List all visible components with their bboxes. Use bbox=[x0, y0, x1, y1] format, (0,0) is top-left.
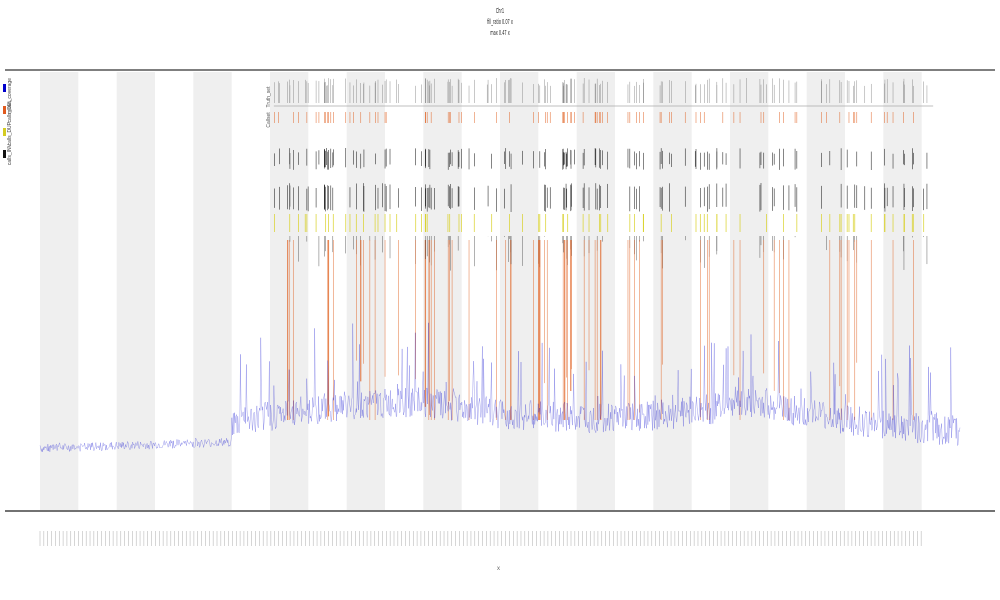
legend-swatch-coverage bbox=[3, 84, 6, 92]
legend-item-inv: calls_INV bbox=[3, 144, 15, 166]
background-band bbox=[116, 72, 155, 510]
legend-item-del: calls_DEL bbox=[3, 100, 15, 123]
background-band bbox=[730, 72, 769, 510]
background-band bbox=[653, 72, 692, 510]
chart-title-block: Chr1 fill_ratio 0.07 x max 0.47 x bbox=[0, 6, 1000, 39]
legend-swatch-inv bbox=[3, 150, 6, 158]
track-label: Truth_set bbox=[266, 86, 272, 108]
legend: mean_coverage calls_DEL calls_DUP calls_… bbox=[3, 78, 15, 166]
chart-title-line-2: fill_ratio 0.07 x bbox=[487, 18, 513, 26]
coverage-line bbox=[39, 322, 961, 452]
chart-title-line-3: max 0.47 x bbox=[490, 29, 510, 37]
track-label: Callset bbox=[266, 112, 272, 128]
background-band bbox=[40, 72, 79, 510]
background-band bbox=[193, 72, 232, 510]
background-band bbox=[576, 72, 615, 510]
x-axis-label: x bbox=[497, 566, 500, 572]
legend-item-coverage: mean_coverage bbox=[3, 78, 15, 114]
background-band bbox=[883, 72, 922, 510]
background-band bbox=[270, 72, 309, 510]
legend-swatch-dup bbox=[3, 128, 6, 136]
background-band bbox=[346, 72, 385, 510]
background-band bbox=[806, 72, 845, 510]
chart-title-line-1: Chr1 bbox=[495, 7, 505, 15]
legend-swatch-del bbox=[3, 106, 6, 114]
background-band bbox=[500, 72, 539, 510]
legend-item-dup: calls_DUP bbox=[3, 122, 15, 145]
